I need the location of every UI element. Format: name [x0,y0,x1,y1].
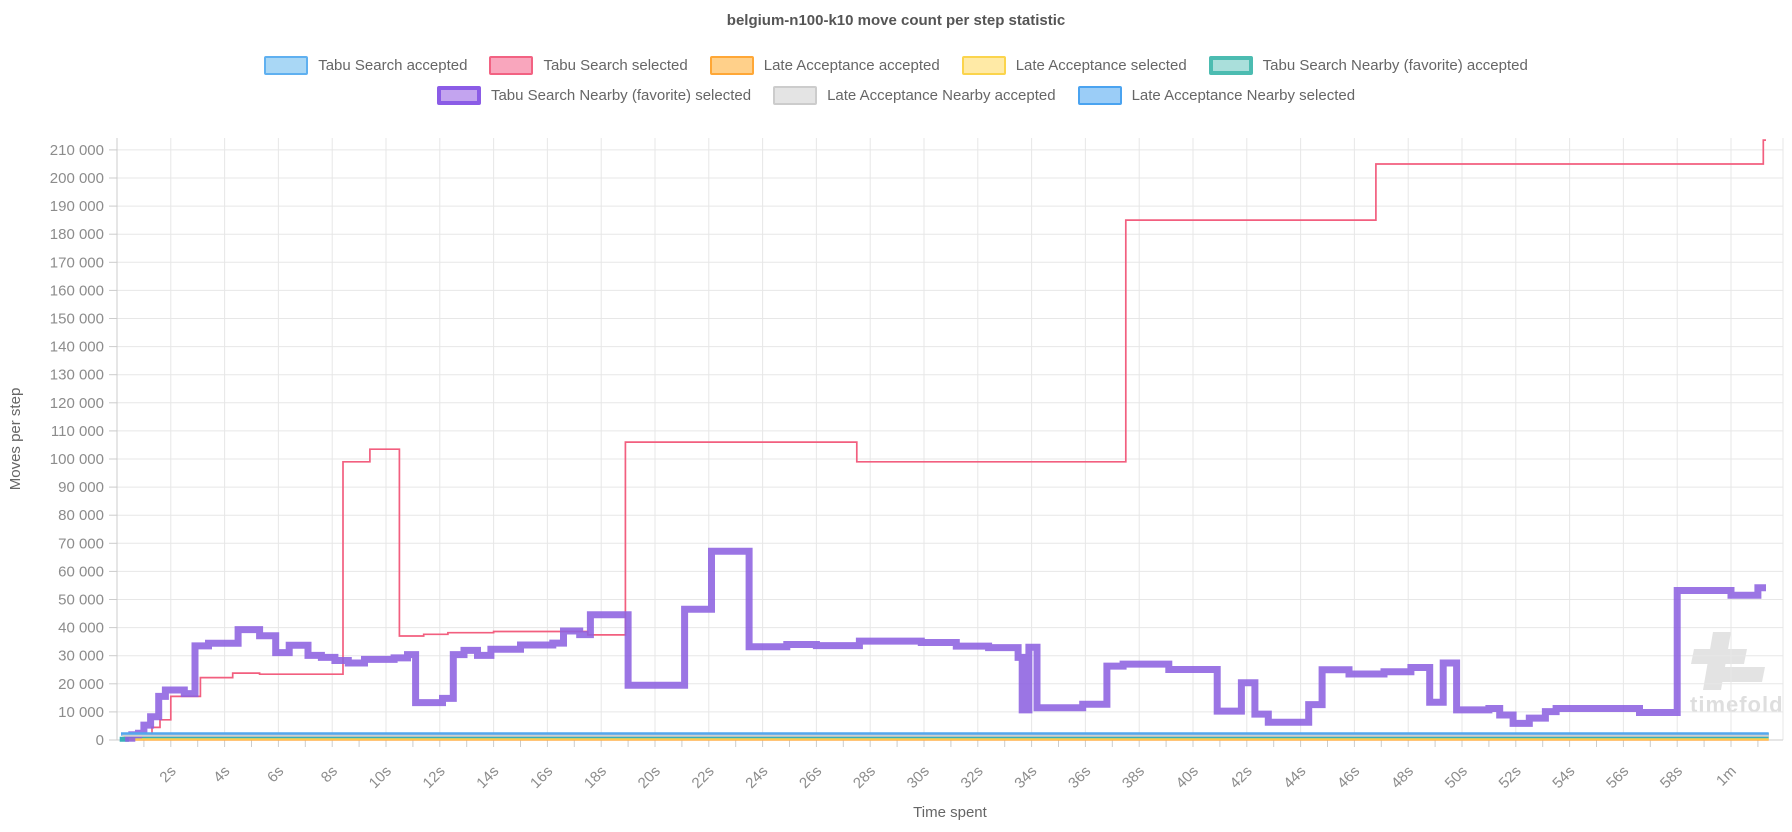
svg-text:30s: 30s [904,763,933,792]
svg-text:52s: 52s [1496,763,1525,792]
svg-text:2s: 2s [156,763,179,786]
svg-text:190 000: 190 000 [50,198,104,215]
legend-swatch [1208,56,1253,75]
svg-text:50s: 50s [1442,763,1471,792]
legend-label: Late Acceptance selected [1015,57,1187,74]
svg-text:36s: 36s [1065,763,1094,792]
svg-text:46s: 46s [1334,763,1363,792]
legend-item[interactable]: Late Acceptance accepted [709,56,940,75]
legend-label: Late Acceptance Nearby selected [1131,87,1356,104]
svg-text:30 000: 30 000 [58,648,104,665]
svg-text:14s: 14s [473,763,502,792]
svg-text:18s: 18s [581,763,610,792]
legend-item[interactable]: Late Acceptance Nearby accepted [773,86,1056,105]
legend-swatch [773,86,818,105]
svg-text:44s: 44s [1280,763,1309,792]
legend-swatch [1077,86,1122,105]
svg-text:12s: 12s [420,763,449,792]
svg-text:20s: 20s [635,763,664,792]
svg-text:140 000: 140 000 [50,339,104,356]
svg-text:58s: 58s [1657,763,1686,792]
series-tabu-search-nearby-favorite-selected [125,547,1766,742]
svg-text:60 000: 60 000 [58,563,104,580]
legend-label: Tabu Search accepted [318,57,468,74]
svg-text:170 000: 170 000 [50,254,104,271]
svg-text:40s: 40s [1173,763,1202,792]
svg-text:4s: 4s [210,763,233,786]
svg-text:54s: 54s [1549,763,1578,792]
svg-text:90 000: 90 000 [58,479,104,496]
svg-text:42s: 42s [1227,763,1256,792]
svg-text:200 000: 200 000 [50,170,104,187]
svg-text:26s: 26s [796,763,825,792]
legend-item[interactable]: Tabu Search Nearby (favorite) selected [436,86,752,105]
timefold-watermark: timefold [1690,632,1784,717]
legend-swatch [489,56,534,75]
svg-text:34s: 34s [1011,763,1040,792]
svg-text:110 000: 110 000 [51,423,104,440]
legend-item[interactable]: Tabu Search Nearby (favorite) accepted [1208,56,1528,75]
svg-text:210 000: 210 000 [50,142,104,159]
svg-text:80 000: 80 000 [58,507,104,524]
legend-row-2: Tabu Search Nearby (favorite) selected La… [0,86,1792,105]
svg-text:0: 0 [96,732,104,749]
svg-text:32s: 32s [958,763,987,792]
svg-text:8s: 8s [318,763,341,786]
y-axis-title: Moves per step [7,388,24,491]
svg-text:6s: 6s [264,763,287,786]
legend-row-1: Tabu Search accepted Tabu Search selected… [0,56,1792,75]
y-axis-ticks: 0 10 000 20 000 30 000 40 000 50 000 60 000 70 … [50,142,117,749]
svg-text:70 000: 70 000 [58,535,104,552]
svg-text:10 000: 10 000 [58,704,104,721]
svg-text:24s: 24s [742,763,771,792]
legend-label: Late Acceptance accepted [763,57,940,74]
legend-label: Tabu Search selected [543,57,688,74]
svg-text:28s: 28s [850,763,879,792]
series-lines [119,139,1769,742]
axes [116,138,1784,741]
svg-text:180 000: 180 000 [50,226,104,243]
svg-text:16s: 16s [527,763,556,792]
series-tabu-search-selected [135,139,1766,739]
x-axis-ticks: 2s 4s 6s 8s 10s 12s 14s 16s 18s 20s 22s 24s 26s 28s 30… [143,740,1759,792]
svg-text:120 000: 120 000 [50,395,104,412]
legend-label: Tabu Search Nearby (favorite) selected [490,87,752,104]
legend-swatch [961,56,1006,75]
svg-text:40 000: 40 000 [58,620,104,637]
gridlines [117,138,1783,741]
legend-item[interactable]: Tabu Search accepted [264,56,467,75]
chart-title: belgium-n100-k10 move count per step sta… [726,12,1066,29]
svg-text:48s: 48s [1388,763,1417,792]
svg-text:50 000: 50 000 [58,592,104,609]
svg-text:timefold: timefold [1690,692,1784,717]
svg-text:38s: 38s [1119,763,1148,792]
svg-text:160 000: 160 000 [50,282,104,299]
svg-text:100 000: 100 000 [50,451,104,468]
svg-text:150 000: 150 000 [50,311,104,328]
legend-swatch [264,56,309,75]
svg-text:10s: 10s [366,763,395,792]
legend-swatch [436,86,481,105]
legend-swatch [709,56,754,75]
legend-label: Late Acceptance Nearby accepted [827,87,1056,104]
legend-label: Tabu Search Nearby (favorite) accepted [1262,57,1528,74]
legend-item[interactable]: Tabu Search selected [489,56,688,75]
svg-text:130 000: 130 000 [50,367,104,384]
svg-text:56s: 56s [1603,763,1632,792]
legend-item[interactable]: Late Acceptance Nearby selected [1077,86,1356,105]
svg-text:22s: 22s [689,763,718,792]
svg-text:20 000: 20 000 [58,676,104,693]
svg-text:1m: 1m [1713,763,1740,790]
legend-item[interactable]: Late Acceptance selected [961,56,1187,75]
x-axis-title: Time spent [913,804,987,821]
